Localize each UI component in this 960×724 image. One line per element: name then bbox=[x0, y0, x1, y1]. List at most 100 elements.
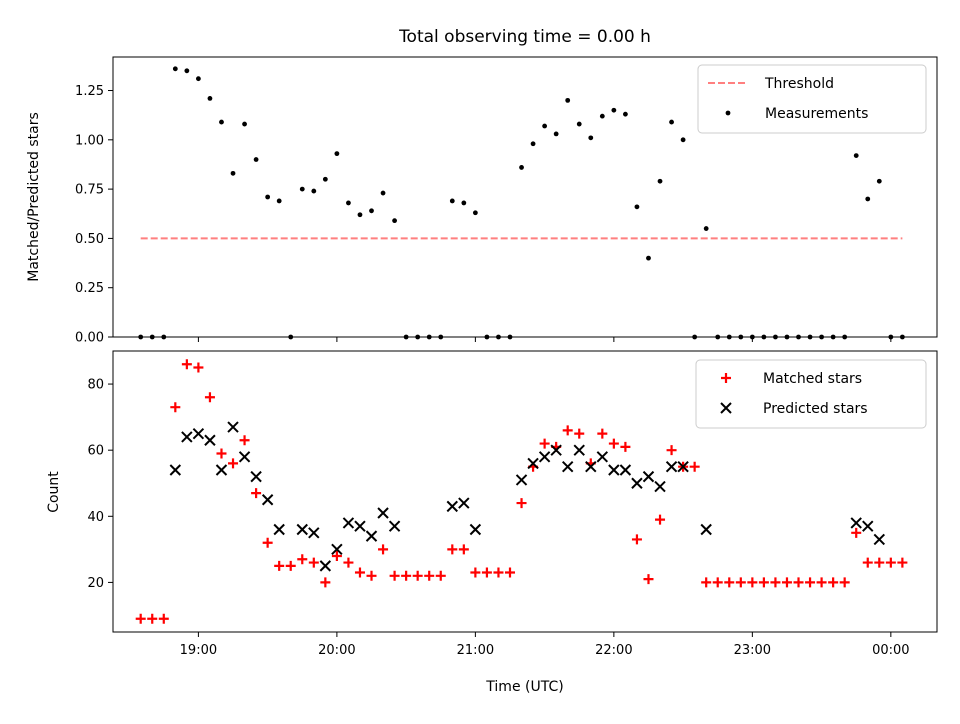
data-point bbox=[138, 334, 144, 340]
data-point bbox=[192, 427, 205, 440]
y-tick-label: 0.75 bbox=[75, 183, 104, 198]
data-point bbox=[285, 560, 296, 571]
data-point bbox=[724, 577, 735, 588]
data-point bbox=[481, 567, 492, 578]
data-point bbox=[851, 527, 862, 538]
data-point bbox=[172, 66, 178, 72]
data-point bbox=[265, 194, 271, 200]
data-point bbox=[334, 151, 340, 157]
data-point bbox=[599, 113, 605, 119]
data-point bbox=[703, 226, 709, 231]
data-point bbox=[623, 111, 628, 117]
data-point bbox=[342, 517, 355, 529]
data-point bbox=[816, 577, 827, 588]
data-point bbox=[784, 334, 790, 340]
data-point bbox=[689, 461, 700, 472]
data-point bbox=[238, 451, 251, 463]
series-measurements bbox=[138, 66, 905, 340]
plot-frame bbox=[112, 56, 938, 338]
data-point bbox=[527, 457, 539, 470]
data-point bbox=[320, 577, 331, 588]
chart-title: Total observing time = 0.00 h bbox=[398, 27, 651, 47]
data-point bbox=[380, 190, 386, 196]
data-point bbox=[669, 119, 674, 125]
data-point bbox=[322, 176, 328, 182]
data-point bbox=[253, 157, 259, 162]
data-point bbox=[830, 334, 836, 340]
data-point bbox=[251, 488, 262, 499]
legend-swatch bbox=[725, 110, 731, 116]
y-tick-label: 40 bbox=[87, 510, 104, 525]
data-point bbox=[735, 577, 746, 588]
data-point bbox=[424, 570, 435, 581]
data-point bbox=[181, 359, 192, 370]
data-point bbox=[611, 107, 617, 113]
data-point bbox=[608, 438, 619, 449]
top-y-axis-label: Matched/Predicted stars bbox=[26, 112, 42, 282]
y-tick-label: 60 bbox=[87, 444, 104, 459]
data-point bbox=[842, 334, 848, 340]
data-point bbox=[389, 570, 400, 581]
data-point bbox=[216, 448, 227, 459]
x-tick-label: 19:00 bbox=[180, 643, 217, 658]
y-tick-label: 0.25 bbox=[75, 281, 104, 296]
data-point bbox=[193, 362, 204, 373]
data-point bbox=[472, 210, 478, 216]
legend: Matched stars Predicted stars bbox=[695, 359, 927, 429]
data-point bbox=[415, 334, 421, 340]
data-point bbox=[853, 153, 859, 158]
data-point bbox=[588, 135, 594, 141]
data-point bbox=[596, 451, 609, 463]
data-point bbox=[573, 444, 585, 456]
data-point bbox=[899, 334, 905, 340]
data-point bbox=[530, 141, 536, 147]
data-point bbox=[865, 196, 871, 202]
data-point bbox=[550, 444, 562, 456]
data-point bbox=[631, 477, 643, 489]
x-tick-label: 00:00 bbox=[872, 643, 909, 658]
y-tick-label: 0.50 bbox=[75, 232, 104, 247]
data-point bbox=[228, 458, 239, 469]
data-point bbox=[897, 557, 908, 568]
data-point bbox=[392, 218, 397, 224]
data-point bbox=[149, 334, 155, 340]
data-point bbox=[574, 428, 585, 439]
data-point bbox=[449, 198, 455, 204]
data-point bbox=[805, 577, 816, 588]
data-point bbox=[538, 451, 551, 463]
data-point bbox=[796, 334, 801, 340]
legend-swatch bbox=[721, 373, 731, 383]
data-point bbox=[273, 523, 285, 536]
x-axis-label: Time (UTC) bbox=[485, 679, 563, 695]
data-point bbox=[874, 557, 885, 568]
data-point bbox=[565, 97, 571, 103]
legend-label: Matched stars bbox=[763, 371, 862, 387]
data-point bbox=[819, 334, 824, 340]
data-point bbox=[331, 543, 343, 556]
legend-frame bbox=[695, 359, 927, 429]
legend-label: Threshold bbox=[764, 76, 834, 92]
data-point bbox=[862, 557, 873, 568]
data-point bbox=[435, 570, 446, 581]
legend-label: Measurements bbox=[765, 106, 868, 122]
data-point bbox=[343, 557, 354, 568]
data-point bbox=[470, 567, 481, 578]
x-tick-label: 21:00 bbox=[457, 643, 494, 658]
data-point bbox=[654, 480, 666, 493]
data-point bbox=[403, 334, 409, 340]
data-point bbox=[701, 577, 712, 588]
x-tick-label: 23:00 bbox=[734, 643, 771, 658]
data-point bbox=[447, 544, 458, 555]
y-tick-label: 20 bbox=[87, 576, 104, 591]
data-point bbox=[296, 523, 308, 536]
data-point bbox=[230, 170, 236, 176]
data-point bbox=[215, 464, 228, 476]
data-point bbox=[747, 577, 758, 588]
data-point bbox=[469, 523, 482, 536]
data-point bbox=[608, 464, 620, 476]
data-point bbox=[515, 474, 528, 486]
data-point bbox=[365, 530, 378, 542]
data-point bbox=[738, 334, 744, 340]
data-point bbox=[576, 121, 582, 127]
data-point bbox=[657, 178, 663, 184]
